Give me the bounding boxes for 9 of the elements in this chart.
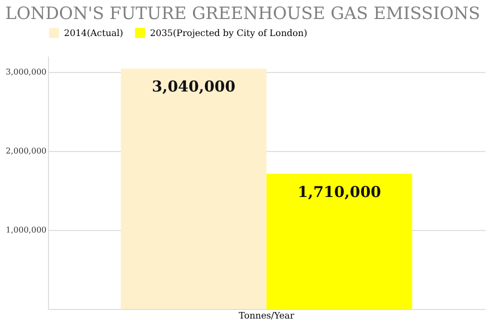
- legend-label: 2035(Projected by City of London): [150, 29, 308, 39]
- chart-title: LONDON'S FUTURE GREENHOUSE GAS EMISSIONS: [5, 4, 480, 24]
- data-label: 1,710,000: [298, 182, 382, 201]
- y-tick-label: 2,000,000: [6, 146, 46, 156]
- y-tick-label: 1,000,000: [6, 225, 46, 234]
- y-tick-label: 3,000,000: [6, 67, 46, 76]
- data-label: 3,040,000: [152, 78, 236, 96]
- legend-label: 2014(Actual): [64, 29, 124, 39]
- x-tick-label: Tonnes/Year: [238, 312, 295, 322]
